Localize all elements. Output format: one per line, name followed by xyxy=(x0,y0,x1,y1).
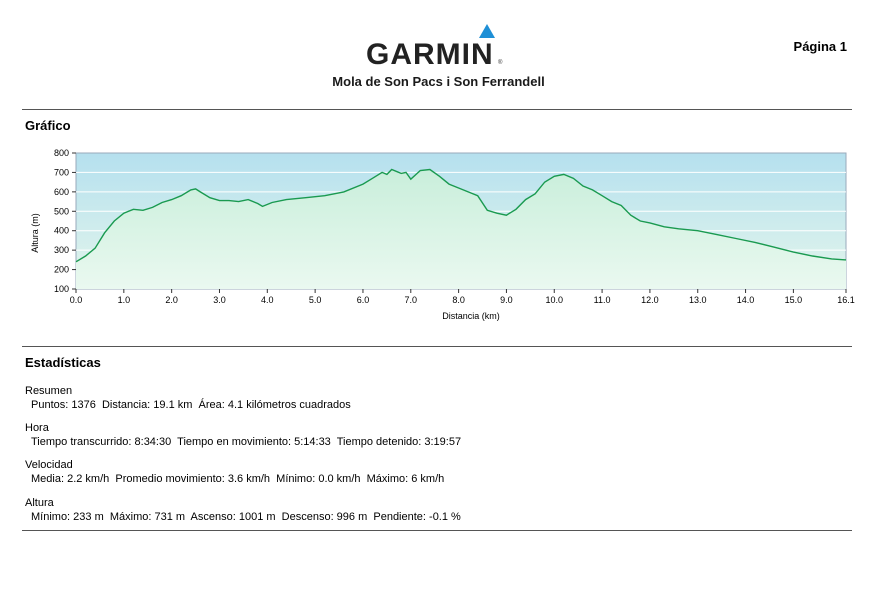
y-axis-ticks: 800 700 600 500 400 300 200 100 xyxy=(54,148,76,294)
x-axis-title: Distancia (km) xyxy=(442,311,500,321)
x-tick-label: 10.0 xyxy=(545,295,563,305)
y-tick-label: 800 xyxy=(54,148,69,158)
x-tick-label: 1.0 xyxy=(118,295,131,305)
y-tick-label: 200 xyxy=(54,265,69,275)
stat-values: Mínimo: 233 m Máximo: 731 m Ascenso: 100… xyxy=(31,511,461,523)
stat-group-altitude: Altura Mínimo: 233 m Máximo: 731 m Ascen… xyxy=(25,496,461,524)
y-tick-label: 500 xyxy=(54,206,69,216)
y-tick-label: 700 xyxy=(54,167,69,177)
x-tick-label: 2.0 xyxy=(165,295,178,305)
x-tick-label: 13.0 xyxy=(689,295,707,305)
x-tick-label: 11.0 xyxy=(594,295,611,305)
stat-values: Media: 2.2 km/h Promedio movimiento: 3.6… xyxy=(31,473,445,485)
document-title: Mola de Son Pacs i Son Ferrandell xyxy=(332,74,545,89)
x-tick-label: 4.0 xyxy=(261,295,274,305)
y-tick-label: 600 xyxy=(54,187,69,197)
elevation-line xyxy=(75,168,847,263)
x-tick-label: 7.0 xyxy=(405,295,418,305)
x-tick-label: 3.0 xyxy=(213,295,226,305)
y-axis-title: Altura (m) xyxy=(30,213,40,253)
x-tick-label: 8.0 xyxy=(452,295,465,305)
stat-group-speed: Velocidad Media: 2.2 km/h Promedio movim… xyxy=(25,458,444,486)
page-number: Página 1 xyxy=(793,39,847,54)
x-tick-label: 0.0 xyxy=(70,295,83,305)
x-tick-label: 5.0 xyxy=(309,295,322,305)
x-axis-ticks: 0.0 1.0 2.0 3.0 4.0 5.0 6.0 7.0 8.0 9.0 10.0 11.0 12… xyxy=(70,289,855,305)
stat-heading: Altura xyxy=(25,497,54,509)
trademark-mark: ® xyxy=(498,60,503,66)
x-tick-label: 12.0 xyxy=(641,295,659,305)
logo-text: GARMIN xyxy=(366,38,494,71)
x-tick-label: 9.0 xyxy=(500,295,513,305)
divider xyxy=(22,346,852,347)
garmin-logo: GARMIN ® xyxy=(362,24,512,71)
stat-group-time: Hora Tiempo transcurrido: 8:34:30 Tiempo… xyxy=(25,421,461,449)
chart-section-title: Gráfico xyxy=(25,118,71,133)
stat-values: Puntos: 1376 Distancia: 19.1 km Área: 4.… xyxy=(31,399,351,411)
x-tick-label: 6.0 xyxy=(357,295,370,305)
stat-values: Tiempo transcurrido: 8:34:30 Tiempo en m… xyxy=(31,436,462,448)
stat-heading: Velocidad xyxy=(25,459,73,471)
elevation-area xyxy=(76,169,846,289)
y-tick-label: 100 xyxy=(54,284,69,294)
stats-section-title: Estadísticas xyxy=(25,355,101,370)
y-tick-label: 300 xyxy=(54,245,69,255)
x-tick-label: 14.0 xyxy=(737,295,755,305)
stat-heading: Resumen xyxy=(25,385,73,397)
y-tick-label: 400 xyxy=(54,226,69,236)
divider xyxy=(22,530,852,531)
x-tick-label: 16.1 xyxy=(837,295,855,305)
stat-heading: Hora xyxy=(25,422,49,434)
elevation-chart: 0.0 1.0 2.0 3.0 4.0 5.0 6.0 7.0 8.0 9.0 10.0 11.0 12… xyxy=(30,148,855,321)
x-tick-label: 15.0 xyxy=(785,295,803,305)
garmin-triangle-icon xyxy=(479,24,495,38)
stat-group-summary: Resumen Puntos: 1376 Distancia: 19.1 km … xyxy=(25,384,351,412)
divider xyxy=(22,109,852,110)
